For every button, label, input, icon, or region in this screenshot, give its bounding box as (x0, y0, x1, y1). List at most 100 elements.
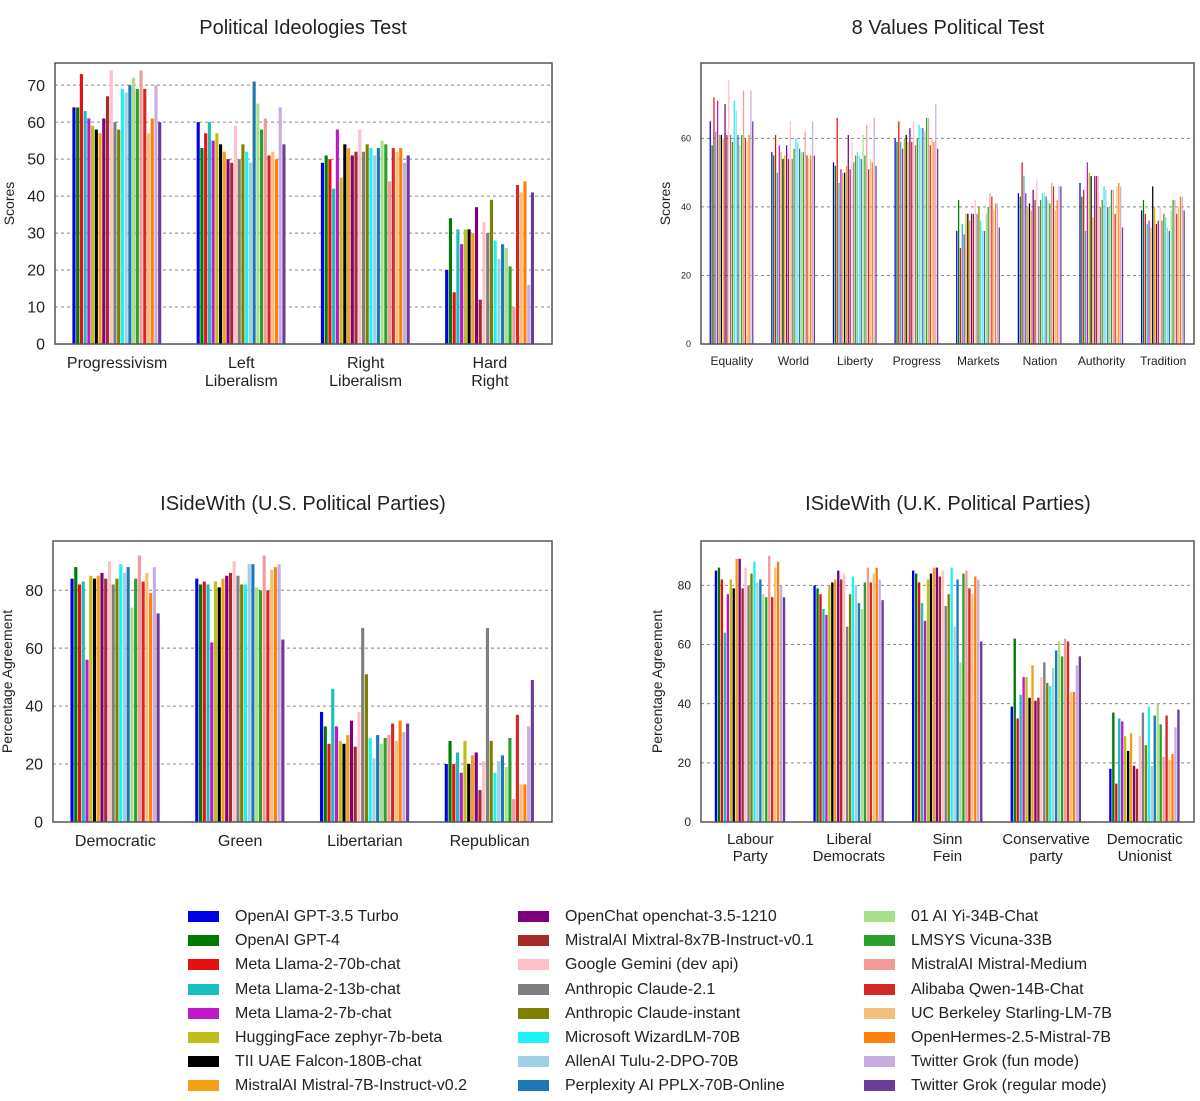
bar (1046, 682, 1049, 822)
bar (1108, 206, 1111, 344)
bar (819, 594, 822, 822)
bar (715, 131, 717, 344)
bar (1152, 186, 1154, 344)
legend-swatch (188, 1007, 219, 1019)
bar (323, 726, 327, 822)
bar (983, 230, 986, 344)
bar (800, 152, 803, 344)
bar (744, 138, 746, 344)
bar (1054, 650, 1058, 822)
bar (1086, 162, 1089, 344)
legend-label: MistralAI Mistral-Medium (911, 956, 1088, 974)
bar (1183, 210, 1185, 344)
bar (1115, 783, 1118, 822)
legend-item: AllenAI Tulu-2-DPO-70B (510, 1050, 830, 1074)
bar (1150, 765, 1153, 822)
bar (840, 169, 842, 344)
legend-swatch (864, 935, 895, 947)
bar (266, 590, 270, 822)
legend-item: Anthropic Claude-instant (510, 1002, 830, 1026)
bar (900, 141, 902, 344)
bar (471, 233, 475, 344)
y-tick-label: 10 (27, 300, 45, 317)
bar (1171, 753, 1174, 822)
bar (1078, 656, 1081, 822)
bar (196, 122, 200, 344)
bar (896, 141, 898, 344)
bar (215, 133, 219, 344)
bar (1138, 736, 1142, 822)
y-tick-label: 70 (27, 78, 45, 95)
bar (959, 248, 962, 344)
y-axis-label: Percentage Agreement (0, 610, 15, 753)
bar (523, 181, 527, 344)
bar (813, 585, 816, 822)
bar (903, 138, 905, 344)
bar (776, 561, 780, 822)
bar (1159, 724, 1162, 822)
bar (822, 609, 825, 822)
bar (361, 627, 365, 822)
bar (1165, 217, 1167, 344)
legend-label: HuggingFace zephyr-7b-beta (235, 1029, 443, 1046)
bar (1096, 176, 1098, 344)
bar (911, 141, 913, 344)
chart-title: 8 Values Political Test (852, 17, 1045, 39)
bar (1168, 230, 1170, 344)
legend-swatch (518, 935, 549, 947)
bar (445, 270, 449, 344)
y-tick-label: 80 (25, 583, 43, 600)
bar (709, 121, 711, 344)
bar (858, 155, 861, 344)
bar (996, 203, 999, 344)
legend-label: Meta Llama-2-70b-chat (235, 956, 401, 974)
bar (969, 220, 971, 344)
bar (1043, 193, 1045, 344)
bar (932, 567, 936, 822)
bar (864, 155, 866, 344)
x-tick-label: Left Liberalism (205, 355, 278, 390)
bar (156, 613, 160, 822)
bar (735, 558, 738, 822)
bar (765, 597, 768, 822)
bar (998, 227, 1000, 344)
legend-label: Anthropic Claude-2.1 (565, 980, 716, 998)
bar (241, 144, 245, 344)
bar (530, 192, 535, 344)
x-tick-label: Authority (1078, 354, 1125, 368)
bar (1063, 638, 1067, 822)
bar (962, 573, 965, 822)
bar (256, 103, 260, 344)
legend-item: Meta Llama-2-13b-chat (180, 978, 500, 1002)
bar (1054, 210, 1056, 344)
legend-swatch (518, 1007, 549, 1019)
bar (79, 74, 83, 344)
bar (720, 134, 722, 344)
bar (467, 229, 471, 344)
bar (875, 567, 878, 822)
bar (135, 88, 139, 344)
bar (836, 117, 838, 344)
bar (145, 572, 149, 822)
bar (784, 155, 786, 344)
bar (240, 584, 244, 822)
bar (152, 567, 156, 822)
bar (1047, 200, 1049, 344)
bar (1129, 733, 1133, 822)
bar (1163, 213, 1165, 344)
bar (406, 723, 410, 822)
bar (149, 593, 153, 822)
bar (236, 575, 240, 822)
bar (128, 85, 132, 345)
bar (795, 138, 797, 344)
bar (944, 606, 947, 822)
bar (455, 752, 460, 822)
bar (1112, 189, 1114, 344)
bar (802, 152, 804, 344)
legend-item: MistralAI Mistral-7B-Instruct-v0.2 (180, 1074, 500, 1098)
bar (1060, 186, 1062, 344)
legend-label: OpenAI GPT-3.5 Turbo (235, 908, 399, 925)
x-tick-label: World (778, 354, 809, 368)
bar (1153, 715, 1156, 822)
bar (922, 128, 924, 344)
